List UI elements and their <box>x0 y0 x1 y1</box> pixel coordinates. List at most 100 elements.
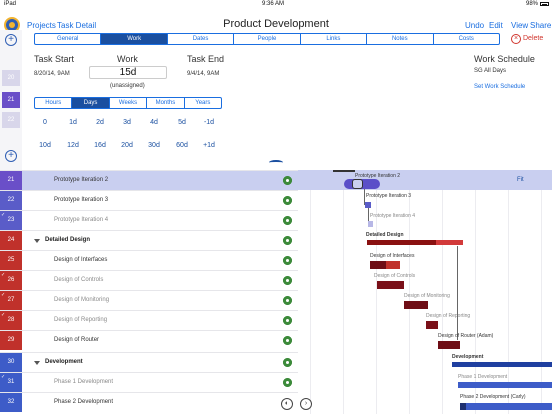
delete-button[interactable]: × Delete <box>511 34 543 44</box>
quick-value[interactable]: 10d <box>39 142 51 149</box>
quick-value[interactable]: 2d <box>96 119 104 126</box>
dependency-line <box>364 189 365 205</box>
work-field[interactable]: 15d <box>89 66 167 79</box>
tab-people[interactable]: People <box>234 34 301 44</box>
sidebar-task-22[interactable]: 22 <box>2 112 20 128</box>
gantt-chart[interactable]: Prototype Iteration 2 Fit Prototype Iter… <box>298 170 552 414</box>
unit-weeks[interactable]: Weeks <box>110 98 148 108</box>
gear-icon[interactable] <box>283 256 292 265</box>
quick-value[interactable]: 60d <box>176 142 188 149</box>
edit-button[interactable]: Edit <box>489 21 503 30</box>
quick-value[interactable]: 5d <box>178 119 186 126</box>
gantt-label: Design of Interfaces <box>370 253 415 259</box>
task-row[interactable]: ✓ 23 Prototype Iteration 4 <box>0 210 298 230</box>
disclosure-triangle-icon[interactable] <box>34 239 40 243</box>
gear-icon[interactable] <box>283 316 292 325</box>
gear-icon[interactable] <box>283 216 292 225</box>
gear-icon[interactable] <box>283 196 292 205</box>
gantt-label: Design of Router (Adam) <box>438 333 494 339</box>
sidebar-task-21[interactable]: 21 <box>2 92 20 108</box>
zoom-icon[interactable]: ◐ <box>281 398 293 410</box>
gear-icon[interactable] <box>283 296 292 305</box>
gantt-summary-bar-remaining <box>436 240 463 245</box>
sidebar-task-20[interactable]: 20 <box>2 70 20 86</box>
gridline <box>409 170 410 414</box>
quick-value[interactable]: +1d <box>203 142 215 149</box>
quick-value[interactable]: 4d <box>150 119 158 126</box>
task-row[interactable]: ✓ 26 Design of Controls <box>0 270 298 290</box>
disclosure-triangle-icon[interactable] <box>34 361 40 365</box>
unit-selector: Hours Days Weeks Months Years <box>34 97 222 109</box>
undo-button[interactable]: Undo <box>465 21 485 30</box>
unit-hours[interactable]: Hours <box>35 98 73 108</box>
task-end-value[interactable]: 9/4/14, 9AM <box>187 71 220 77</box>
task-detail-link[interactable]: Task Detail <box>57 21 97 30</box>
add-task-icon[interactable]: + <box>5 34 17 46</box>
work-schedule-label: Work Schedule <box>474 54 535 64</box>
tab-general[interactable]: General <box>35 34 102 44</box>
work-assignment: (unassigned) <box>110 83 145 89</box>
gear-icon[interactable] <box>283 336 292 345</box>
dependency-line <box>457 246 458 340</box>
task-row[interactable]: ✓ 31 Phase 1 Development <box>0 372 298 392</box>
quick-value[interactable]: 3d <box>123 119 131 126</box>
quick-value[interactable]: 1d <box>69 119 77 126</box>
checkmark-icon: ✓ <box>1 312 6 318</box>
gantt-row-selected <box>298 170 552 190</box>
gantt-bar <box>438 341 460 349</box>
set-work-schedule-link[interactable]: Set Work Schedule <box>474 84 526 90</box>
gantt-label: Prototype Iteration 4 <box>370 213 416 219</box>
quick-value[interactable]: 12d <box>67 142 79 149</box>
quick-value[interactable]: 20d <box>121 142 133 149</box>
projects-link[interactable]: Projects <box>27 21 56 30</box>
task-row[interactable]: 30 Development <box>0 352 298 372</box>
gear-icon[interactable] <box>283 236 292 245</box>
tab-notes[interactable]: Notes <box>367 34 434 44</box>
task-row[interactable]: 32 Phase 2 Development <box>0 392 298 412</box>
tab-dates[interactable]: Dates <box>168 34 235 44</box>
quick-value[interactable]: 0 <box>43 119 47 126</box>
gantt-bar <box>460 403 552 410</box>
gear-icon[interactable] <box>283 276 292 285</box>
gantt-bar-remaining <box>386 261 400 269</box>
gantt-label: Design of Controls <box>374 273 416 279</box>
gantt-label: Design of Monitoring <box>404 293 450 299</box>
quick-value[interactable]: -1d <box>203 119 215 126</box>
task-name: Design of Monitoring <box>54 297 110 303</box>
tab-costs[interactable]: Costs <box>458 36 474 42</box>
quick-value[interactable]: 30d <box>148 142 160 149</box>
checkmark-icon: ✓ <box>1 374 6 380</box>
task-row[interactable]: 29 Design of Router <box>0 330 298 350</box>
task-row[interactable]: ✓ 27 Design of Monitoring <box>0 290 298 310</box>
task-row[interactable]: ✓ 28 Design of Reporting <box>0 310 298 330</box>
gantt-bar <box>368 221 373 227</box>
task-row[interactable]: 24 Detailed Design <box>0 230 298 250</box>
task-name: Prototype Iteration 3 <box>54 197 109 203</box>
unit-months[interactable]: Months <box>147 98 185 108</box>
task-row[interactable]: 25 Design of Interfaces <box>0 250 298 270</box>
collapse-handle-icon[interactable] <box>269 160 283 165</box>
task-start-value[interactable]: 8/20/14, 9AM <box>34 71 70 77</box>
task-row[interactable]: 21 Prototype Iteration 2 <box>0 170 298 190</box>
tab-work[interactable]: Work <box>101 34 168 44</box>
chevron-right-icon[interactable]: › <box>300 398 312 410</box>
gear-icon[interactable] <box>283 176 292 185</box>
view-button[interactable]: View <box>511 21 529 30</box>
quick-value[interactable]: 16d <box>94 142 106 149</box>
gantt-label: Prototype Iteration 3 <box>366 193 412 199</box>
gear-icon[interactable] <box>283 358 292 367</box>
task-row[interactable]: 22 Prototype Iteration 3 <box>0 190 298 210</box>
page-title: Product Development <box>223 18 329 30</box>
gridline <box>475 170 476 414</box>
carrier-label: iPad <box>4 1 17 7</box>
add-subtask-icon[interactable]: + <box>5 150 17 162</box>
task-number: 32 <box>0 393 22 412</box>
drag-handle-icon[interactable] <box>352 179 363 189</box>
gear-icon[interactable] <box>283 378 292 387</box>
tab-links[interactable]: Links <box>301 34 368 44</box>
gantt-bar <box>404 301 428 309</box>
share-button[interactable]: Share <box>530 21 552 30</box>
unit-days[interactable]: Days <box>72 98 110 108</box>
unit-years[interactable]: Years <box>195 100 211 106</box>
fit-button[interactable]: Fit <box>517 177 524 183</box>
